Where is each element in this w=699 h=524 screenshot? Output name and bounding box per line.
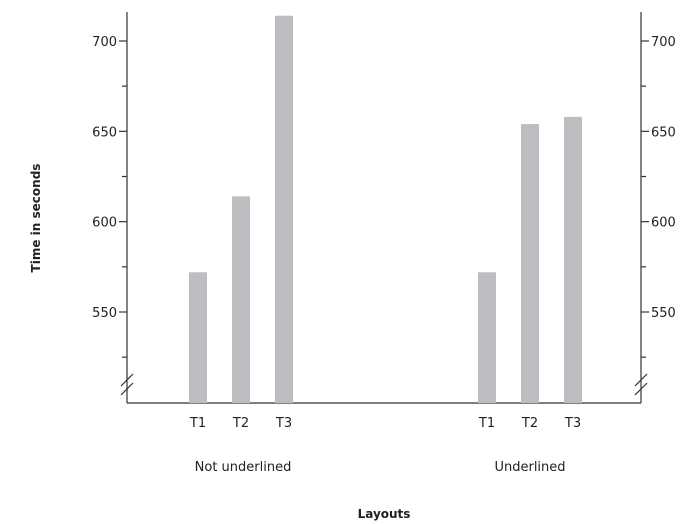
right-axis-break-2 [634, 382, 648, 396]
left-tick-label: 600 [92, 216, 117, 231]
left-y-ticks: 550 600 650 700 [92, 35, 127, 358]
left-axis-break-1 [120, 373, 134, 387]
x-axis-label: Layouts [358, 507, 411, 521]
right-tick-label: 650 [651, 125, 676, 140]
left-tick-label: 700 [92, 35, 117, 50]
y-axis-label: Time in seconds [29, 164, 43, 273]
group-label: Underlined [494, 460, 565, 475]
chart-axes [120, 12, 648, 404]
category-label: T3 [275, 416, 292, 431]
bars [189, 15, 582, 404]
right-tick-label: 700 [651, 35, 676, 50]
left-tick-label: 650 [92, 125, 117, 140]
category-label: T3 [564, 416, 581, 431]
bar [232, 196, 250, 403]
category-label: T1 [189, 416, 206, 431]
group-label: Not underlined [195, 460, 292, 475]
category-labels: T1 T2 T3 T1 T2 T3 [189, 416, 581, 431]
right-tick-label: 600 [651, 216, 676, 231]
left-tick-label: 550 [92, 306, 117, 321]
group-labels: Not underlined Underlined [195, 460, 566, 475]
bar [521, 124, 539, 404]
right-axis-break-1 [634, 373, 648, 387]
bar [275, 15, 293, 404]
bar [564, 116, 582, 403]
category-label: T2 [521, 416, 538, 431]
left-axis-break-2 [120, 382, 134, 396]
right-y-ticks: 550 600 650 700 [641, 35, 676, 358]
bar [189, 272, 207, 403]
category-label: T1 [478, 416, 495, 431]
bar [478, 272, 496, 403]
category-label: T2 [232, 416, 249, 431]
right-tick-label: 550 [651, 306, 676, 321]
